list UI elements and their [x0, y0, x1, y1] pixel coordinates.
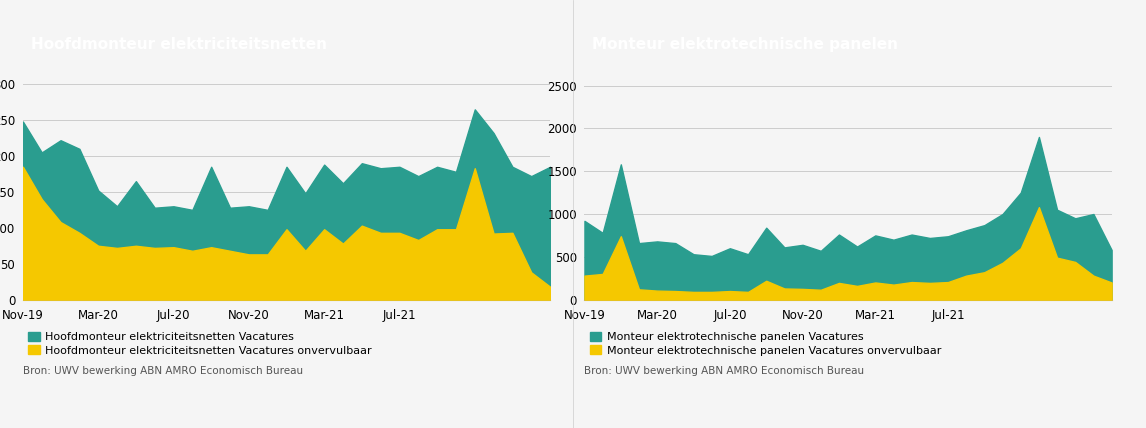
Text: Bron: UWV bewerking ABN AMRO Economisch Bureau: Bron: UWV bewerking ABN AMRO Economisch … — [23, 366, 303, 376]
Legend: Hoofdmonteur elektriciteitsnetten Vacatures, Hoofdmonteur elektriciteitsnetten V: Hoofdmonteur elektriciteitsnetten Vacatu… — [29, 332, 371, 356]
Legend: Monteur elektrotechnische panelen Vacatures, Monteur elektrotechnische panelen V: Monteur elektrotechnische panelen Vacatu… — [590, 332, 941, 356]
Text: Monteur elektrotechnische panelen: Monteur elektrotechnische panelen — [592, 37, 898, 53]
Text: Bron: UWV bewerking ABN AMRO Economisch Bureau: Bron: UWV bewerking ABN AMRO Economisch … — [584, 366, 864, 376]
Text: Hoofdmonteur elektriciteitsnetten: Hoofdmonteur elektriciteitsnetten — [31, 37, 327, 53]
